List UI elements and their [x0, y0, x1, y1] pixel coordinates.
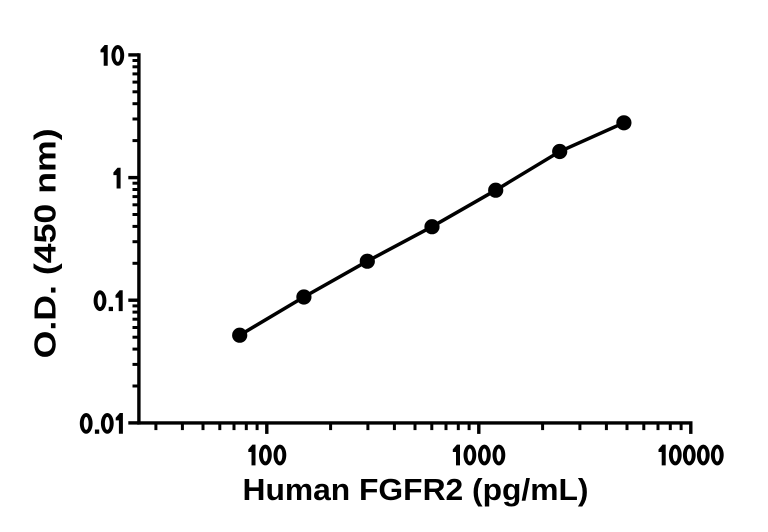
svg-text:O.D. (450 nm): O.D. (450 nm) [29, 128, 63, 358]
svg-text:Human FGFR2 (pg/mL): Human FGFR2 (pg/mL) [243, 473, 589, 507]
